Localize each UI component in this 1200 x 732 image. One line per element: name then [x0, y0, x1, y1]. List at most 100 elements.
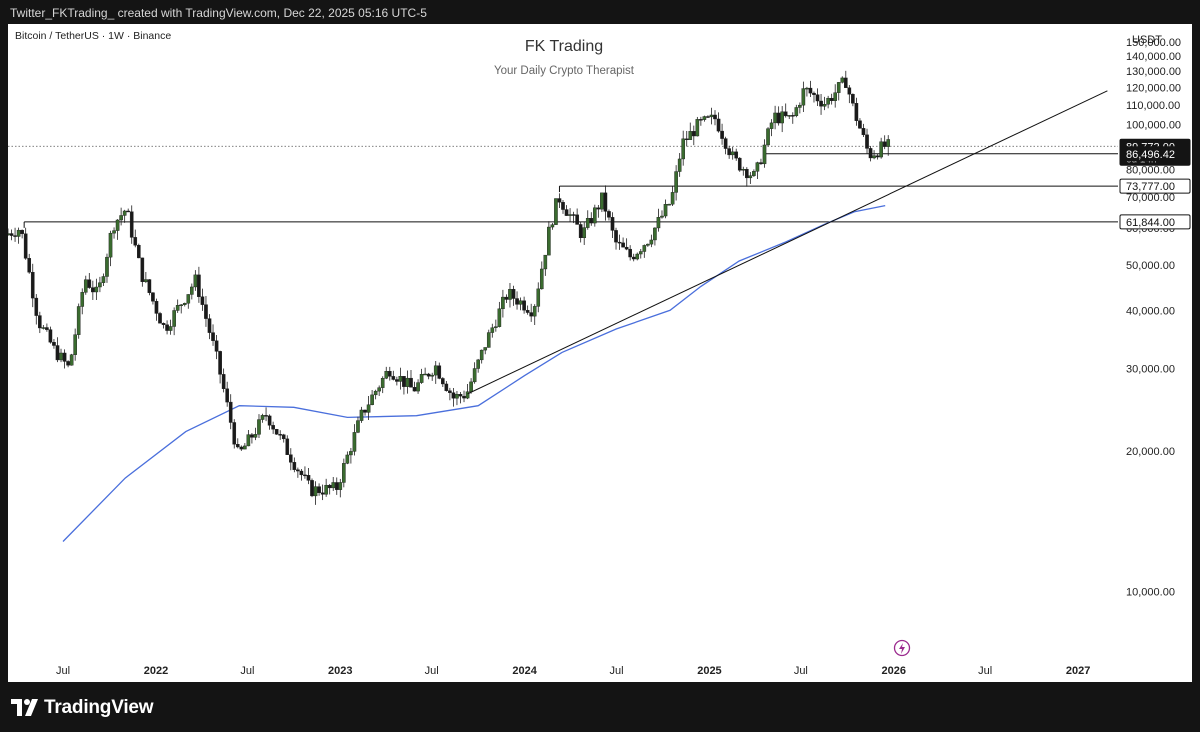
candle-body: [755, 162, 760, 172]
candle-body: [723, 138, 728, 149]
tradingview-logo[interactable]: TradingView: [10, 696, 154, 720]
candle-body: [691, 131, 696, 137]
candle-body: [861, 128, 866, 136]
chart-panel[interactable]: 10,000.00 20,000.00 30,000.00 40,000.00 50,0…: [8, 24, 1192, 682]
candle-body: [119, 215, 123, 221]
candle-body: [197, 274, 201, 297]
candle-body: [730, 151, 735, 156]
candle-body: [794, 107, 799, 117]
price-axis-tick: 50,000.00: [1126, 260, 1175, 272]
time-axis-tick: 2027: [1066, 665, 1090, 677]
candle-body: [158, 313, 162, 324]
candle-body: [91, 287, 95, 293]
candle-body: [681, 138, 685, 160]
candle-body: [790, 115, 795, 117]
candle-body: [313, 486, 318, 497]
candle-body: [55, 345, 60, 361]
candle-body: [798, 104, 802, 108]
currency-label: USDT: [1132, 34, 1162, 46]
candle-body: [48, 329, 53, 343]
price-label-text: 61,844.00: [1126, 217, 1175, 229]
candle-body: [320, 492, 325, 495]
candle-body: [486, 332, 491, 348]
candle-body: [98, 282, 102, 288]
candle-body: [281, 434, 286, 440]
candle-body: [610, 217, 615, 231]
candle-body: [430, 374, 435, 377]
candle-body: [377, 387, 381, 392]
chart-subtitle: Your Daily Crypto Therapist: [494, 65, 635, 77]
price-labels: 89,772.006d 14h86,496.4273,777.0061,844.…: [1119, 138, 1191, 230]
symbol-info: Bitcoin / TetherUS · 1W · Binance: [15, 30, 171, 42]
candle-body: [292, 462, 297, 470]
time-axis-tick: Jul: [425, 665, 439, 677]
candle-body: [108, 232, 113, 258]
candle-body: [23, 233, 28, 259]
time-axis-tick: Jul: [240, 665, 254, 677]
candle-body: [303, 474, 307, 477]
candle-body: [94, 286, 99, 293]
candle-body: [670, 192, 675, 205]
price-axis-tick: 70,000.00: [1126, 192, 1175, 204]
candle-body: [204, 304, 208, 319]
candle-body: [780, 111, 784, 124]
time-axis: Jul 2022 Jul 2023 Jul 2024 Jul 2025 Jul 2026 Jul 20…: [56, 665, 1090, 677]
candle-body: [172, 310, 176, 327]
candle-body: [564, 209, 569, 216]
price-axis-tick: 100,000.00: [1126, 119, 1181, 131]
candle-body: [334, 482, 339, 490]
candle-body: [387, 371, 392, 377]
candle-body: [741, 168, 746, 171]
candle-body: [20, 229, 24, 234]
candle-body: [59, 352, 63, 361]
candle-body: [677, 158, 682, 172]
candle-body: [345, 454, 350, 464]
candle-body: [490, 327, 495, 333]
time-axis-tick: Jul: [609, 665, 623, 677]
candle-body: [822, 104, 827, 107]
candle-body: [412, 387, 417, 392]
time-axis-tick: Jul: [794, 665, 808, 677]
candle-body: [331, 482, 336, 489]
candle-body: [776, 112, 781, 124]
candle-body: [716, 118, 721, 132]
candle-body: [561, 202, 565, 210]
candle-body: [882, 141, 887, 147]
candle-body: [246, 434, 251, 447]
tradingview-logo-icon: [11, 699, 38, 716]
candle-body: [720, 130, 724, 139]
candle-body: [352, 432, 357, 452]
price-label-box: [1119, 178, 1191, 194]
candle-body: [380, 378, 385, 388]
candle-body: [727, 148, 731, 156]
candle-body: [575, 214, 579, 225]
price-axis-tick: 110,000.00: [1126, 100, 1180, 112]
candle-body: [419, 374, 424, 383]
candle-body: [214, 340, 219, 352]
candle-body: [243, 445, 247, 450]
candle-body: [748, 175, 753, 179]
tradingview-brand-text: TradingView: [44, 697, 154, 718]
candle-body: [600, 192, 604, 210]
candle-body: [122, 210, 127, 216]
candle-body: [391, 376, 396, 380]
candle-body: [299, 470, 304, 476]
candle-body: [296, 469, 300, 472]
candle-body: [879, 141, 883, 158]
candle-body: [547, 226, 551, 256]
candle-body: [342, 463, 346, 483]
candle-body: [589, 218, 594, 224]
candle-body: [356, 420, 360, 433]
candle-body: [317, 486, 321, 494]
candle-body: [812, 92, 816, 95]
candle-body: [373, 390, 378, 396]
candle-body: [41, 327, 46, 329]
candle-body: [235, 444, 240, 448]
candle-body: [688, 131, 693, 140]
candle-body: [285, 438, 290, 455]
candle-body: [805, 87, 809, 90]
candlestick-chart[interactable]: 10,000.00 20,000.00 30,000.00 40,000.00 50,0…: [8, 24, 1192, 682]
candle-body: [624, 246, 629, 250]
candle-body: [550, 224, 555, 228]
candle-body: [596, 207, 601, 210]
